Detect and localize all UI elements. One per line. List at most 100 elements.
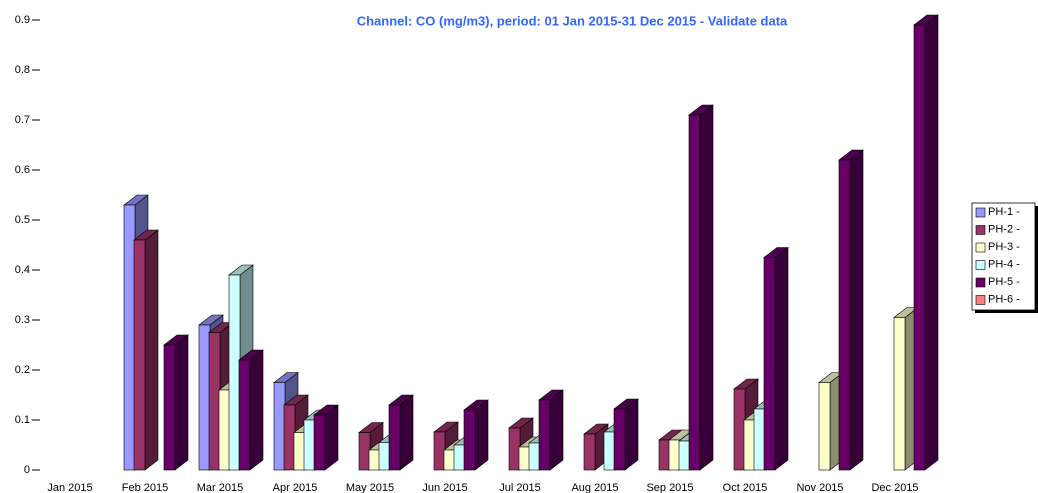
bar bbox=[313, 404, 339, 471]
bar-front bbox=[913, 24, 926, 471]
bar-front bbox=[763, 257, 776, 471]
legend-swatch bbox=[975, 260, 986, 270]
y-tick-label: 0.4 bbox=[15, 264, 30, 276]
bar-front bbox=[658, 439, 671, 471]
legend-swatch bbox=[975, 277, 986, 288]
y-tick-label: 0.9 bbox=[15, 14, 30, 26]
bar-front bbox=[163, 344, 176, 471]
y-tick-label: 0.3 bbox=[15, 314, 30, 326]
bar-front bbox=[743, 419, 756, 471]
bar-side bbox=[624, 398, 639, 471]
bar-front bbox=[358, 432, 371, 471]
bar bbox=[838, 149, 864, 471]
bar-front bbox=[668, 439, 681, 471]
x-tick-label: Aug 2015 bbox=[571, 482, 618, 493]
bar bbox=[388, 394, 414, 471]
bar-front bbox=[603, 431, 616, 471]
x-tick-label: Jul 2015 bbox=[499, 482, 541, 493]
bar bbox=[163, 334, 189, 471]
bar-front bbox=[133, 239, 146, 471]
bar-front bbox=[678, 440, 691, 471]
x-tick-label: Jan 2015 bbox=[47, 482, 92, 493]
x-tick-label: Mar 2015 bbox=[197, 482, 243, 493]
bar-front bbox=[893, 317, 906, 471]
bar-side bbox=[399, 394, 414, 471]
bar-front bbox=[613, 408, 626, 471]
bar-front bbox=[528, 442, 541, 471]
bar-side bbox=[699, 104, 714, 471]
bar-front bbox=[378, 442, 391, 471]
legend-swatch bbox=[975, 207, 986, 218]
bar bbox=[463, 399, 489, 471]
legend-box bbox=[971, 202, 1036, 311]
bar-side bbox=[474, 399, 489, 471]
bar-front bbox=[838, 159, 851, 471]
legend-label: PH-1 - bbox=[988, 206, 1020, 218]
bar bbox=[688, 104, 714, 471]
bar bbox=[538, 389, 564, 471]
legend-label: PH-2 - bbox=[988, 223, 1020, 235]
bar-front bbox=[303, 419, 316, 471]
bar bbox=[133, 229, 159, 471]
x-tick-label: Sep 2015 bbox=[646, 482, 693, 493]
bar-front bbox=[818, 382, 831, 471]
bar-front bbox=[508, 427, 521, 471]
bar-front bbox=[433, 431, 446, 471]
bar-front bbox=[123, 204, 136, 471]
legend-label: PH-3 - bbox=[988, 241, 1020, 253]
bar-front bbox=[583, 433, 596, 471]
bar-front bbox=[753, 408, 766, 471]
bar-front bbox=[453, 444, 466, 471]
y-tick-label: 0.7 bbox=[15, 114, 30, 126]
legend-label: PH-4 - bbox=[988, 258, 1020, 270]
y-tick-label: 0.6 bbox=[15, 164, 30, 176]
bar bbox=[238, 349, 264, 471]
bar-front bbox=[283, 404, 296, 471]
bar-front bbox=[228, 274, 241, 471]
y-tick-label: 0.1 bbox=[15, 414, 30, 426]
bar bbox=[913, 14, 939, 471]
bar bbox=[613, 398, 639, 471]
bar-front bbox=[368, 449, 381, 471]
bar-side bbox=[249, 349, 264, 471]
bar-front bbox=[293, 432, 306, 471]
legend-label: PH-6 - bbox=[988, 293, 1020, 305]
legend-label: PH-5 - bbox=[988, 276, 1020, 288]
bar-side bbox=[924, 14, 939, 471]
y-tick-label: 0.8 bbox=[15, 64, 30, 76]
bar-side bbox=[774, 246, 789, 471]
x-tick-label: May 2015 bbox=[346, 482, 394, 493]
bar-side bbox=[549, 389, 564, 471]
bar-side bbox=[144, 229, 159, 471]
bar-front bbox=[238, 359, 251, 471]
legend-swatch bbox=[975, 242, 986, 253]
x-tick-label: Feb 2015 bbox=[122, 482, 168, 493]
bar-front bbox=[208, 332, 221, 471]
x-tick-label: Dec 2015 bbox=[871, 482, 918, 493]
bar-front bbox=[688, 114, 701, 471]
bar bbox=[763, 246, 789, 471]
bar-front bbox=[198, 324, 211, 471]
bar-side bbox=[324, 404, 339, 471]
bar-side bbox=[849, 149, 864, 471]
bar-front bbox=[463, 409, 476, 471]
y-tick-label: 0 bbox=[24, 464, 30, 476]
bar-front bbox=[388, 404, 401, 471]
bar-front bbox=[733, 388, 746, 471]
bar-side bbox=[174, 334, 189, 471]
bar-front bbox=[538, 399, 551, 471]
bar-front bbox=[273, 382, 286, 471]
bar-front bbox=[218, 389, 231, 471]
chart-title: Channel: CO (mg/m3), period: 01 Jan 2015… bbox=[357, 13, 788, 28]
x-tick-label: Nov 2015 bbox=[796, 482, 843, 493]
bar-front bbox=[313, 414, 326, 471]
y-tick-label: 0.2 bbox=[15, 364, 30, 376]
y-tick-label: 0.5 bbox=[15, 214, 30, 226]
x-tick-label: Apr 2015 bbox=[273, 482, 318, 493]
legend-swatch bbox=[975, 225, 986, 235]
x-tick-label: Jun 2015 bbox=[422, 482, 467, 493]
legend-swatch bbox=[975, 295, 986, 305]
bar-front bbox=[518, 446, 531, 471]
bar-front bbox=[443, 449, 456, 471]
